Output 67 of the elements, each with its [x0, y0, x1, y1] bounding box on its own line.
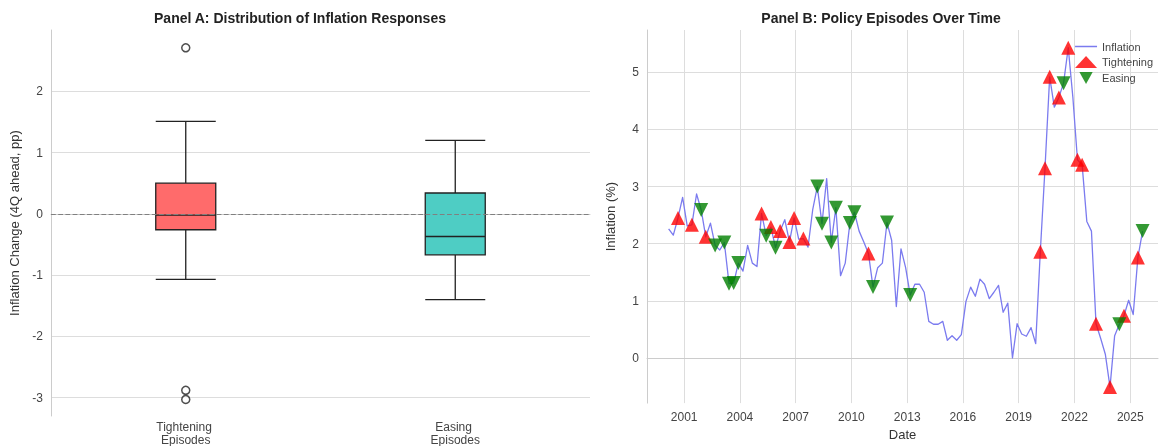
- point: [759, 228, 774, 243]
- point: [754, 206, 769, 221]
- y-tick-label: 1: [36, 145, 44, 160]
- x-tick-label: 2004: [726, 410, 754, 425]
- point: [726, 276, 741, 291]
- point: [1130, 250, 1145, 265]
- point: [824, 235, 839, 250]
- point: [1112, 317, 1127, 332]
- point: [768, 240, 783, 255]
- point: [810, 179, 825, 194]
- legend-label: Tightening: [1102, 56, 1154, 68]
- chart-title: Panel A: Distribution of Inflation Responses: [154, 10, 447, 26]
- point: [842, 216, 857, 231]
- point: [847, 205, 862, 220]
- y-tick-label: 0: [36, 206, 44, 221]
- point: [1135, 224, 1150, 239]
- point: [1033, 244, 1048, 259]
- x-tick-label: 2019: [1005, 410, 1033, 425]
- y-tick-label: 3: [632, 179, 640, 194]
- y-tick-label: -3: [32, 390, 44, 405]
- point: [1061, 40, 1076, 55]
- point: [1075, 157, 1090, 172]
- x-axis-title: Date: [888, 427, 917, 442]
- y-tick-label: 4: [632, 122, 640, 137]
- y-tick-label: 2: [632, 236, 640, 251]
- point: [814, 216, 829, 231]
- y-axis-title: Inflation Change (4Q ahead, pp): [7, 130, 22, 316]
- point: [731, 256, 746, 271]
- point: [1051, 90, 1066, 105]
- point: [880, 215, 895, 230]
- point: [708, 238, 723, 253]
- point: [787, 210, 802, 225]
- y-tick-label: -2: [32, 329, 44, 344]
- point: [1042, 69, 1057, 84]
- x-tick-label: 2022: [1061, 410, 1089, 425]
- point: [1056, 76, 1071, 91]
- x-tick-label: 2013: [893, 410, 921, 425]
- x-tick-label: 2001: [670, 410, 698, 425]
- point: [684, 217, 699, 232]
- point: [866, 280, 881, 295]
- y-tick-label: 2: [36, 84, 44, 99]
- y-axis-title: Inflation (%): [603, 181, 618, 252]
- point: [717, 235, 732, 250]
- point: [694, 202, 709, 217]
- point: [1037, 161, 1052, 176]
- x-tick-label: Easing Episodes: [430, 419, 480, 446]
- legend-label: Easing: [1102, 72, 1136, 84]
- y-tick-label: 5: [632, 65, 640, 80]
- point: [1089, 316, 1104, 331]
- legend-label: Inflation: [1102, 40, 1141, 53]
- chart-title: Panel B: Policy Episodes Over Time: [761, 10, 1001, 26]
- y-tick-label: 0: [632, 350, 640, 365]
- x-tick-label: 2025: [1116, 410, 1144, 425]
- x-tick-label: 2010: [838, 410, 866, 425]
- point: [828, 200, 843, 215]
- x-tick-label: Tightening Episodes: [156, 419, 216, 446]
- point: [1103, 380, 1118, 395]
- point: [861, 246, 876, 261]
- x-tick-label: 2007: [782, 410, 810, 425]
- point: [670, 210, 685, 225]
- x-tick-label: 2016: [949, 410, 977, 425]
- point: [773, 224, 788, 239]
- y-tick-label: 1: [632, 293, 640, 308]
- y-tick-label: -1: [32, 268, 44, 283]
- point: [796, 231, 811, 246]
- point: [782, 234, 797, 249]
- point: [903, 288, 918, 303]
